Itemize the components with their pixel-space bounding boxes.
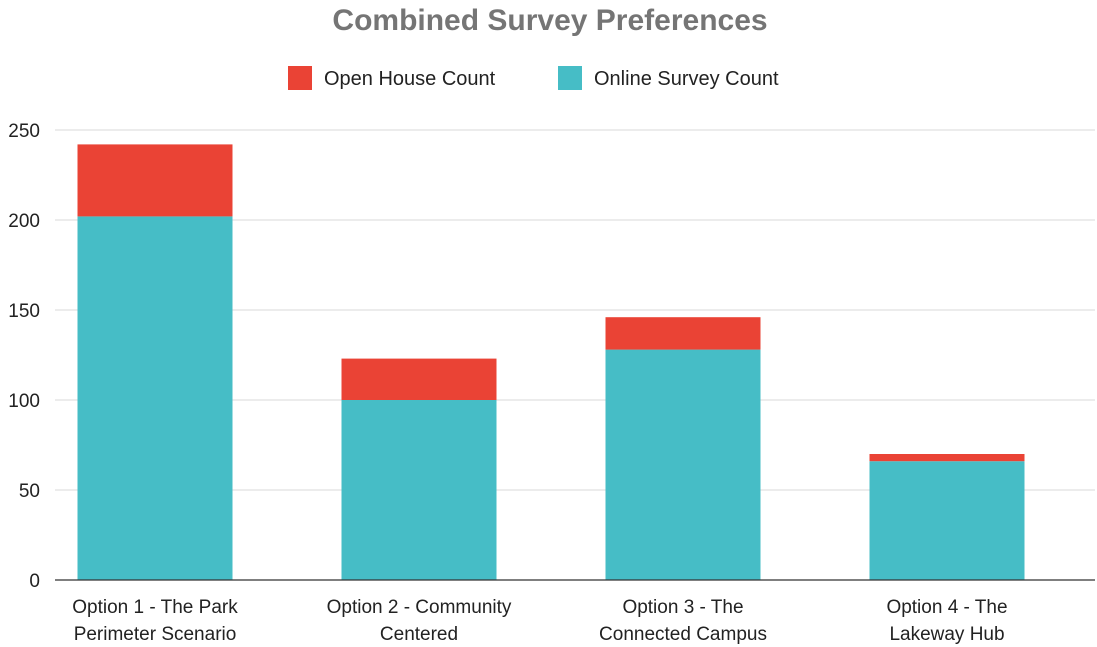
- bar-open-house-2: [341, 358, 497, 400]
- y-tick-label: 0: [29, 571, 40, 592]
- legend-swatch: [288, 66, 312, 90]
- x-tick-label: Connected Campus: [599, 624, 767, 645]
- x-tick-label: Centered: [380, 624, 458, 645]
- y-tick-label: 50: [19, 481, 40, 502]
- legend-swatch: [558, 66, 582, 90]
- y-tick-label: 150: [8, 301, 40, 322]
- bar-open-house-1: [77, 144, 233, 217]
- x-tick-label: Option 4 - The: [886, 597, 1007, 618]
- x-tick-label: Option 2 - Community: [327, 597, 512, 618]
- bar-open-house-4: [869, 454, 1025, 462]
- y-tick-label: 250: [8, 121, 40, 142]
- legend-label: Online Survey Count: [594, 68, 779, 90]
- chart-title: Combined Survey Preferences: [332, 4, 767, 37]
- x-axis-labels: Option 1 - The Park Perimeter Scenario Opt…: [72, 597, 1007, 645]
- x-tick-label: Lakeway Hub: [889, 624, 1004, 645]
- y-tick-label: 200: [8, 211, 40, 232]
- x-tick-label: Option 3 - The: [622, 597, 743, 618]
- y-axis-ticks: 0 50 100 150 200 250: [8, 121, 40, 592]
- legend-label: Open House Count: [324, 68, 496, 90]
- bar-online-4: [869, 461, 1025, 580]
- bars: [77, 144, 1025, 580]
- bar-open-house-3: [605, 317, 761, 350]
- y-tick-label: 100: [8, 391, 40, 412]
- x-tick-label: Option 1 - The Park: [72, 597, 238, 618]
- bar-online-2: [341, 400, 497, 580]
- legend: Open House Count Online Survey Count: [288, 66, 779, 90]
- bar-online-1: [77, 216, 233, 580]
- x-tick-label: Perimeter Scenario: [74, 624, 237, 645]
- bar-online-3: [605, 349, 761, 580]
